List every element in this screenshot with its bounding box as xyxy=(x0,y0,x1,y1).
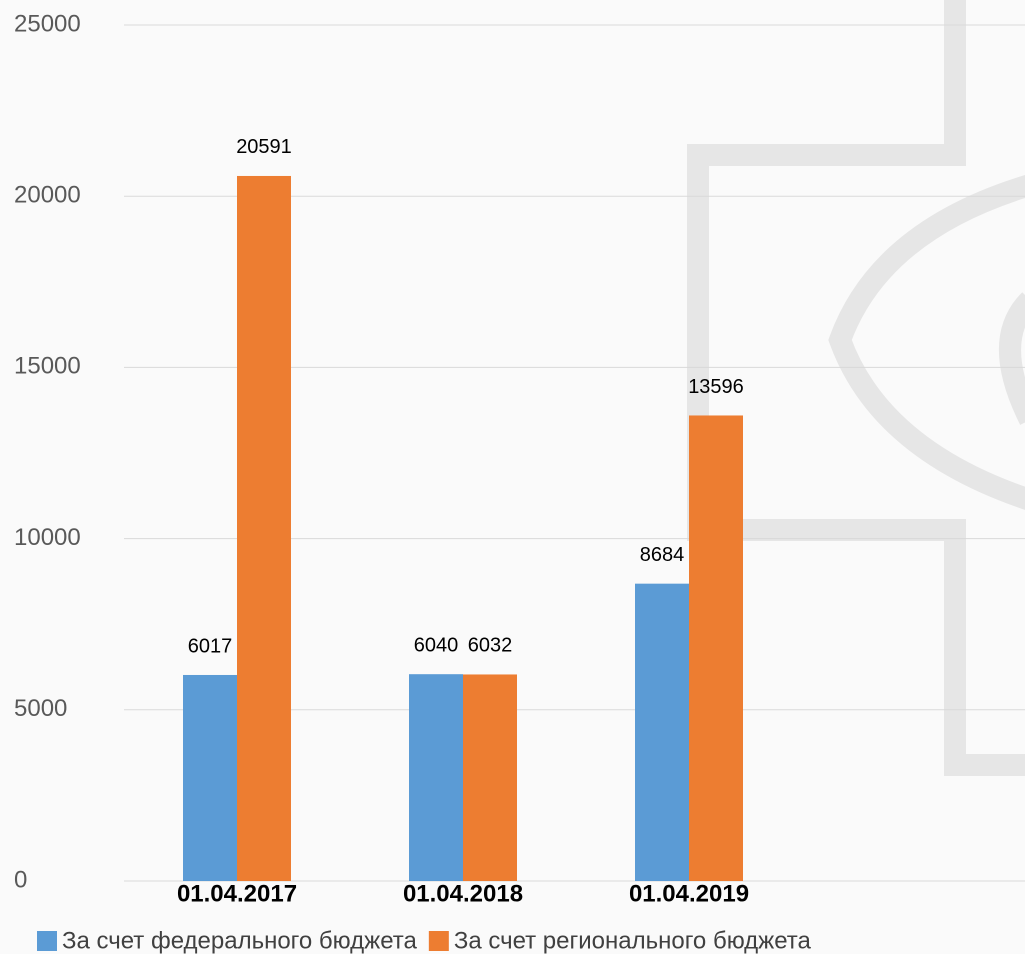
legend-swatch xyxy=(428,931,449,951)
y-tick-label: 15000 xyxy=(14,353,81,380)
bar xyxy=(183,674,237,881)
legend-label: За счет регионального бюджета xyxy=(454,927,812,954)
data-label: 6017 xyxy=(188,635,233,657)
bar xyxy=(409,674,463,881)
bar xyxy=(689,415,743,881)
data-label: 6032 xyxy=(468,635,513,657)
legend-label: За счет федерального бюджета xyxy=(62,927,417,954)
bar xyxy=(237,175,291,881)
data-label: 20591 xyxy=(236,136,292,158)
x-tick-label: 01.04.2019 xyxy=(629,880,749,907)
bar xyxy=(463,674,517,881)
y-tick-label: 20000 xyxy=(14,182,81,209)
bar xyxy=(635,583,689,881)
legend-swatch xyxy=(37,931,57,951)
x-tick-label: 01.04.2017 xyxy=(177,880,297,907)
y-tick-label: 25000 xyxy=(14,10,81,37)
x-tick-label: 01.04.2018 xyxy=(403,880,523,907)
y-tick-label: 0 xyxy=(14,866,27,893)
y-tick-label: 5000 xyxy=(14,695,67,722)
data-label: 8684 xyxy=(640,544,685,566)
data-label: 6040 xyxy=(414,634,459,656)
data-label: 13596 xyxy=(688,376,744,398)
y-tick-label: 10000 xyxy=(14,524,81,551)
